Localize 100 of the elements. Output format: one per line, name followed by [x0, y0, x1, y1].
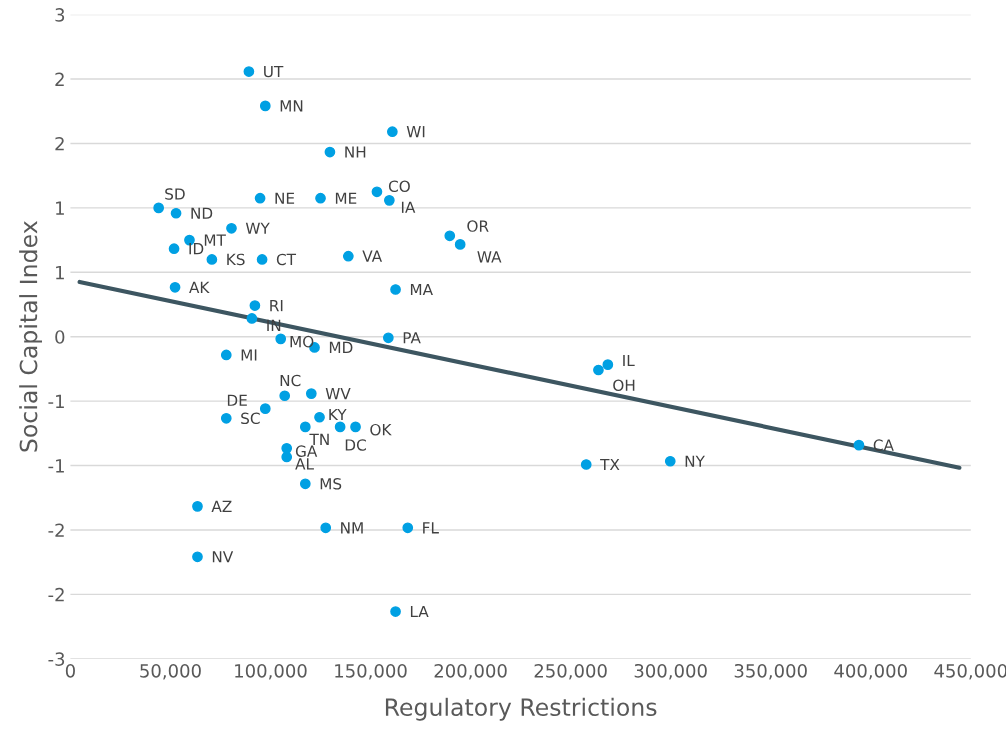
- annotation: OR: [467, 220, 489, 232]
- annotation: ID: [189, 243, 204, 255]
- point: [320, 522, 332, 534]
- annotation: KY: [329, 408, 347, 421]
- annotation: NM: [341, 522, 363, 534]
- y-tick-label: -3: [48, 652, 65, 666]
- annotation: OK: [370, 423, 392, 436]
- annotation: DC: [345, 439, 366, 451]
- point: [168, 243, 180, 255]
- point: [580, 459, 592, 470]
- annotation: TN: [309, 433, 329, 445]
- annotation: LA: [410, 605, 429, 618]
- point: [390, 284, 401, 295]
- annotation: MN: [280, 100, 303, 112]
- annotation: NY: [685, 455, 705, 467]
- point: [249, 300, 261, 311]
- y-tick-label: 3: [55, 8, 65, 22]
- point: [220, 349, 232, 361]
- x-tick-label: 400,000: [834, 663, 907, 680]
- annotation: WY: [245, 222, 270, 234]
- annotation: NH: [345, 146, 366, 158]
- annotation: PA: [403, 332, 421, 344]
- point: [454, 239, 466, 250]
- annotation: WV: [325, 388, 351, 400]
- point: [246, 313, 258, 324]
- annotation: IA: [401, 201, 416, 213]
- point: [402, 522, 414, 534]
- point: [192, 500, 203, 512]
- y-tick-label: -2: [48, 523, 64, 537]
- point: [153, 202, 165, 214]
- x-tick-label: 200,000: [434, 663, 507, 680]
- annotation: FL: [423, 522, 439, 534]
- y-tick-label: 0: [55, 330, 65, 344]
- point: [256, 254, 268, 265]
- x-tick-label: 350,000: [734, 663, 807, 680]
- annotation: CA: [873, 439, 894, 451]
- annotation: AZ: [211, 500, 232, 512]
- y-tick-label: -1: [48, 394, 64, 408]
- annotation: NV: [212, 551, 234, 563]
- point: [299, 421, 311, 433]
- point: [593, 364, 604, 376]
- annotation: TX: [600, 458, 620, 471]
- annotation: MS: [320, 478, 342, 490]
- annotation: IL: [623, 354, 635, 367]
- point: [382, 332, 394, 344]
- point: [383, 195, 395, 206]
- point: [602, 359, 614, 370]
- x-tick-label: 250,000: [534, 663, 607, 680]
- annotation: GA: [295, 445, 318, 457]
- annotation: MI: [241, 349, 257, 361]
- point: [444, 230, 456, 242]
- y-tick-label: 1: [56, 266, 64, 280]
- x-tick-label: 450,000: [934, 663, 1006, 680]
- y-tick-label: 1: [56, 201, 64, 215]
- annotation: KS: [227, 253, 245, 266]
- y-axis-title: Social Capital Index: [19, 221, 42, 452]
- point: [350, 421, 361, 433]
- annotation: MO: [290, 335, 314, 348]
- point: [390, 606, 401, 617]
- point: [281, 443, 293, 454]
- annotation: CO: [388, 180, 410, 192]
- point: [275, 333, 287, 345]
- x-axis-title: Regulatory Restrictions: [385, 697, 657, 721]
- annotation: NC: [280, 374, 301, 387]
- y-tick-label: -2: [48, 587, 64, 602]
- point: [243, 66, 255, 77]
- annotation: WI: [406, 126, 425, 138]
- point: [315, 192, 326, 204]
- x-tick-label: 100,000: [235, 663, 307, 680]
- point: [192, 551, 203, 563]
- point: [386, 126, 398, 138]
- point: [226, 222, 237, 234]
- annotation: MA: [410, 283, 433, 296]
- y-tick-label: 2: [55, 72, 64, 86]
- annotation: AK: [189, 281, 210, 293]
- annotation: OH: [613, 379, 635, 392]
- point: [220, 412, 232, 424]
- annotation: MT: [204, 234, 226, 246]
- annotation: SC: [241, 412, 260, 425]
- point: [299, 478, 311, 490]
- point: [254, 192, 266, 204]
- y-tick-label: 2: [55, 136, 64, 151]
- point: [279, 390, 291, 402]
- annotation: DE: [227, 394, 247, 406]
- point: [305, 388, 317, 399]
- annotation: NE: [275, 192, 295, 204]
- annotation: ND: [191, 207, 213, 219]
- annotation: ME: [335, 192, 357, 204]
- x-tick-label: 50,000: [140, 663, 201, 680]
- annotation: SD: [165, 188, 185, 200]
- annotation: VA: [362, 250, 383, 262]
- point: [169, 281, 181, 293]
- annotation: MD: [329, 341, 353, 354]
- point: [281, 451, 293, 463]
- annotation: AL: [295, 458, 314, 470]
- point: [664, 455, 676, 467]
- point: [853, 439, 865, 451]
- point: [342, 250, 354, 262]
- point: [259, 100, 271, 112]
- point: [371, 186, 383, 198]
